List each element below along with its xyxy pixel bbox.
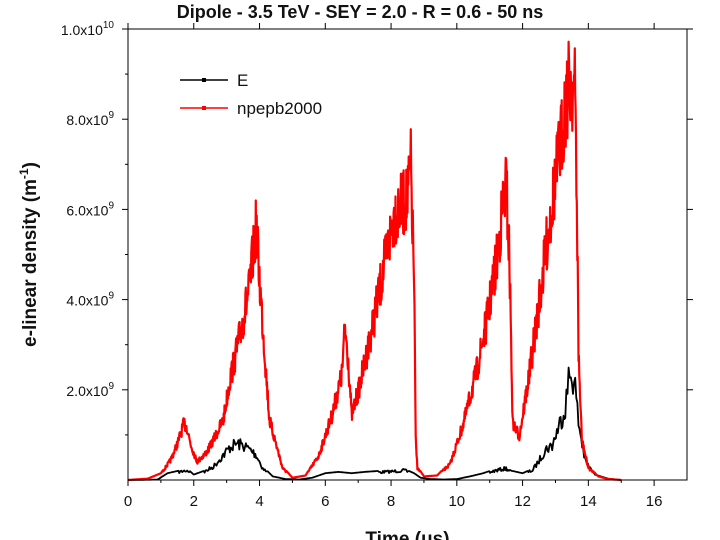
x-tick-label: 8: [387, 493, 395, 510]
y-tick-label: 4.0x109: [66, 291, 114, 309]
x-tick-label: 16: [646, 493, 663, 510]
legend-marker-npepb2000: [202, 106, 206, 110]
x-tick-label: 6: [321, 493, 329, 510]
x-tick-label: 0: [124, 493, 132, 510]
y-tick-label: 6.0x109: [66, 200, 114, 218]
plot-frame: [127, 28, 688, 481]
series-line-E: [128, 366, 622, 481]
x-tick-label: 14: [580, 493, 597, 510]
y-tick-label: 8.0x109: [66, 110, 114, 128]
legend-label-npepb2000: npepb2000: [237, 99, 322, 118]
x-axis-label: Time (μs): [365, 529, 449, 540]
x-tick-label: 10: [448, 493, 465, 510]
y-tick-label: 2.0x109: [66, 381, 114, 399]
series-line-npepb2000: [127, 40, 622, 482]
chart-title: Dipole - 3.5 TeV - SEY = 2.0 - R = 0.6 -…: [176, 2, 544, 22]
x-tick-label: 4: [255, 493, 263, 510]
y-tick-label: 1.0x1010: [61, 20, 115, 38]
x-tick-label: 12: [514, 493, 531, 510]
y-axis-label: e-linear density (m-1): [17, 162, 41, 347]
x-tick-label: 2: [190, 493, 198, 510]
legend-label-E: E: [237, 71, 248, 90]
legend-marker-E: [202, 78, 206, 82]
